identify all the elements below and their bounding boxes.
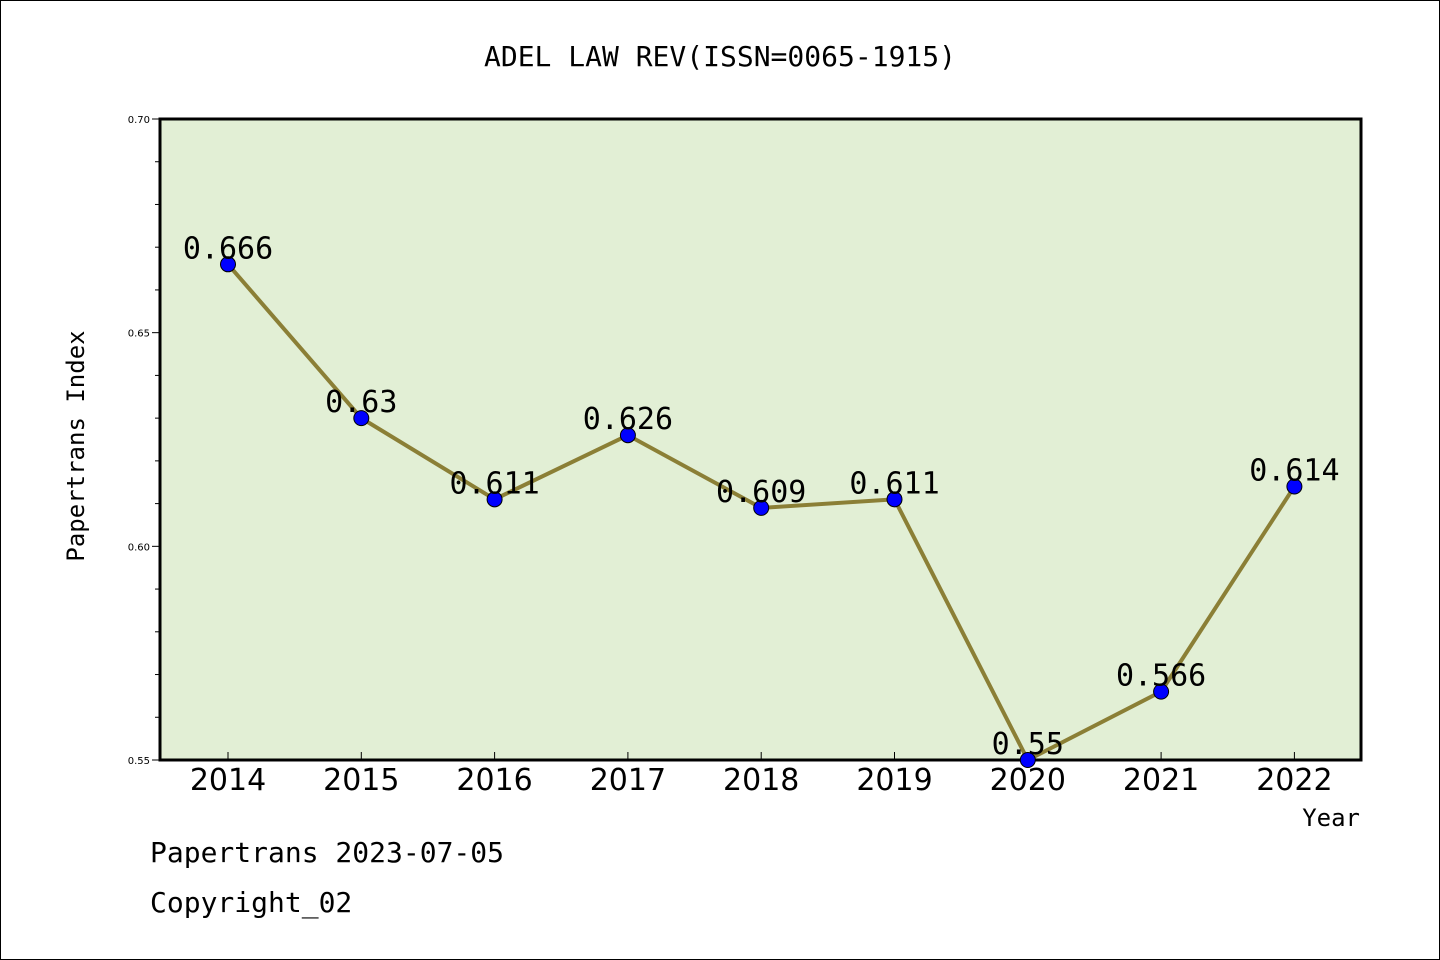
- data-point-marker: [753, 499, 770, 516]
- data-point-marker: [1153, 683, 1170, 700]
- footer-date: Papertrans 2023-07-05: [150, 836, 505, 869]
- data-label: 0.611: [449, 466, 539, 501]
- data-point-marker: [886, 491, 903, 508]
- data-point-marker: [619, 427, 636, 444]
- x-tick-label: 2022: [1256, 763, 1332, 798]
- x-tick-label: 2019: [856, 763, 932, 798]
- x-axis-ticks: 2014 2015 2016 2017 2018 2019 2020 2021 2022: [190, 752, 1333, 798]
- data-point-marker: [1286, 478, 1303, 495]
- x-tick-label: 2015: [323, 763, 399, 798]
- data-label: 0.611: [849, 466, 939, 501]
- data-labels: 0.666 0.63 0.611 0.626 0.609 0.611 0.55 0.566 0.…: [183, 231, 1340, 762]
- y-axis-title: Papertrans Index: [62, 330, 90, 561]
- data-label: 0.566: [1116, 659, 1206, 694]
- data-point-marker: [220, 256, 236, 273]
- x-tick-label: 2018: [723, 763, 799, 798]
- y-tick-label: 0.70: [128, 115, 150, 126]
- data-point-marker: [486, 491, 503, 508]
- data-label: 0.614: [1249, 454, 1339, 489]
- y-tick-label: 0.65: [128, 329, 150, 340]
- x-tick-label: 2014: [190, 763, 266, 798]
- x-tick-label: 2020: [990, 763, 1066, 798]
- plot-area: [158, 117, 1363, 762]
- y-axis-ticks: 0.55 0.60 0.65 0.70: [128, 115, 160, 767]
- x-tick-label: 2017: [590, 763, 666, 798]
- x-tick-label: 2021: [1123, 763, 1199, 798]
- data-point-marker: [1019, 752, 1036, 768]
- x-tick-label: 2016: [456, 763, 532, 798]
- y-tick-label: 0.60: [128, 542, 150, 553]
- chart-title: ADEL LAW REV(ISSN=0065-1915): [484, 40, 956, 73]
- data-label: 0.55: [992, 727, 1064, 762]
- data-point-marker: [353, 410, 370, 427]
- data-label: 0.63: [325, 385, 397, 420]
- data-label: 0.609: [716, 475, 806, 510]
- data-label: 0.666: [183, 231, 273, 266]
- series-markers: [220, 256, 1303, 768]
- y-tick-label: 0.55: [128, 756, 150, 767]
- data-label: 0.626: [583, 402, 673, 437]
- footer-copyright: Copyright_02: [150, 886, 353, 919]
- x-axis-title: Year: [1302, 804, 1360, 832]
